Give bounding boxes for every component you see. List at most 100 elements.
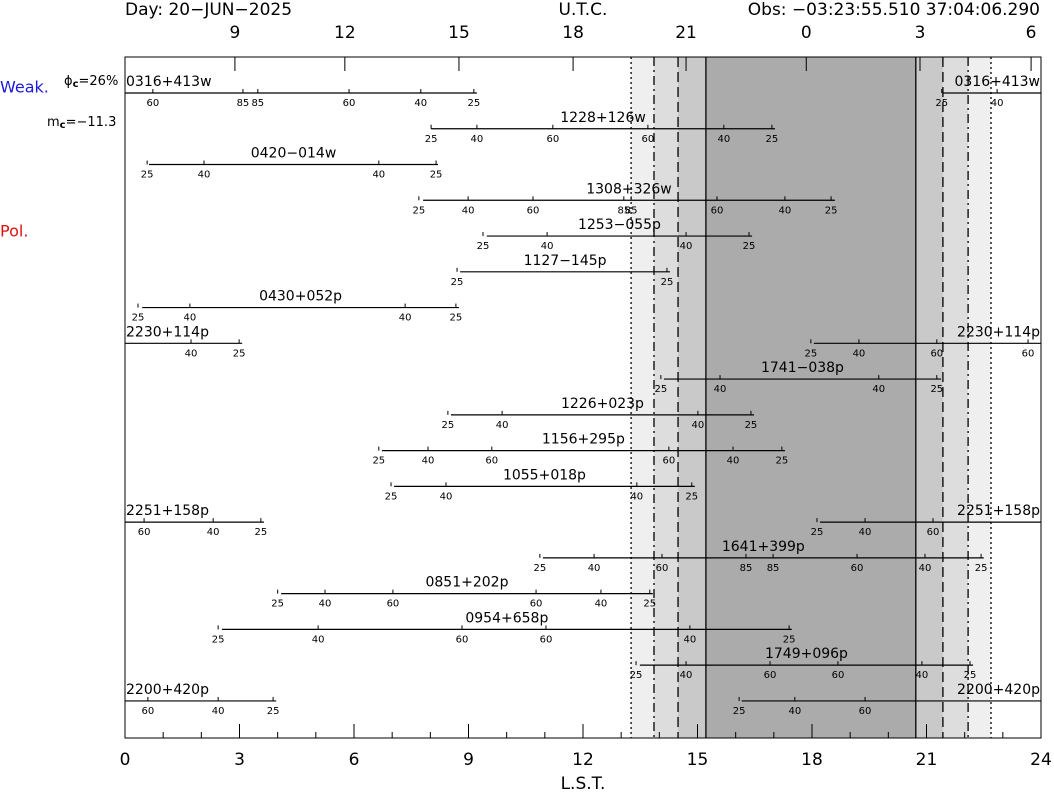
elevation-label: 40 xyxy=(919,563,932,574)
elevation-label: 25 xyxy=(930,384,943,395)
elevation-label: 25 xyxy=(643,599,656,610)
elevation-label: 25 xyxy=(766,134,779,145)
elevation-label: 85 xyxy=(625,205,638,216)
elevation-label: 25 xyxy=(267,706,280,717)
source-name: 1741−038p xyxy=(761,360,844,376)
x-tick-label: 15 xyxy=(687,750,709,770)
source-name: 0851+202p xyxy=(425,575,508,591)
elevation-label: 25 xyxy=(132,313,145,324)
utc-label: U.T.C. xyxy=(559,0,608,20)
day-label: Day: 20−JUN−2025 xyxy=(125,0,292,20)
x2-tick-label: 6 xyxy=(1026,23,1037,43)
elevation-label: 60 xyxy=(764,670,777,681)
x-tick-label: 0 xyxy=(120,750,131,770)
elevation-label: 40 xyxy=(399,313,412,324)
elevation-label: 60 xyxy=(663,456,676,467)
source-name: 1226+023p xyxy=(561,396,644,412)
elevation-label: 40 xyxy=(588,563,601,574)
source-name: 1055+018p xyxy=(503,467,586,483)
elevation-label: 60 xyxy=(832,670,845,681)
source-name: 0430+052p xyxy=(259,289,342,305)
axes: 0 3 6 9 12 15 18 21 24 9 12 15 18 21 0 3 6 xyxy=(120,23,1052,770)
elevation-label: 25 xyxy=(271,599,284,610)
source-name: 1641+399p xyxy=(722,539,805,555)
elevation-label: 25 xyxy=(141,170,154,181)
elevation-label: 40 xyxy=(185,348,198,359)
elevation-label: 60 xyxy=(927,527,940,538)
elevation-label: 40 xyxy=(541,241,554,252)
weak-label: Weak. xyxy=(0,78,49,97)
elevation-label: 85 xyxy=(740,563,753,574)
x-tick-label: 6 xyxy=(349,750,360,770)
elevation-label: 40 xyxy=(198,170,211,181)
x-tick-label: 9 xyxy=(463,750,474,770)
elevation-label: 40 xyxy=(859,527,872,538)
x-tick-label: 3 xyxy=(234,750,245,770)
elevation-label: 40 xyxy=(788,706,801,717)
phase-sub: c xyxy=(73,79,79,90)
elevation-label: 60 xyxy=(1022,348,1035,359)
elevation-label: 40 xyxy=(471,134,484,145)
elevation-label: 25 xyxy=(661,277,674,288)
elevation-label: 60 xyxy=(711,205,724,216)
source-name: 2200+420p xyxy=(126,682,209,698)
elevation-label: 60 xyxy=(851,563,864,574)
elevation-label: 60 xyxy=(656,563,669,574)
source-name: 0420−014w xyxy=(251,146,337,162)
elevation-label: 25 xyxy=(733,706,746,717)
source-name: 0316+413w xyxy=(126,74,212,90)
elevation-label: 40 xyxy=(872,384,885,395)
elevation-label: 85 xyxy=(767,563,780,574)
elevation-label: 85 xyxy=(237,98,250,109)
source-name: 2230+114p xyxy=(957,324,1040,340)
elevation-label: 25 xyxy=(212,634,225,645)
x-tick-label: 24 xyxy=(1030,750,1052,770)
elevation-label: 60 xyxy=(540,634,553,645)
elevation-label: 40 xyxy=(372,170,385,181)
source-name: 0954+658p xyxy=(465,610,548,626)
elevation-label: 25 xyxy=(935,98,948,109)
elevation-label: 40 xyxy=(717,134,730,145)
elevation-label: 40 xyxy=(184,313,197,324)
elevation-label: 60 xyxy=(387,599,400,610)
elevation-label: 60 xyxy=(642,134,655,145)
elevation-label: 40 xyxy=(727,456,740,467)
elevation-label: 60 xyxy=(859,706,872,717)
moon-mag: mc=−11.3 xyxy=(47,115,116,132)
elevation-label: 60 xyxy=(527,205,540,216)
elevation-label: 25 xyxy=(964,670,977,681)
elevation-label: 40 xyxy=(422,456,435,467)
phase-symbol: ϕ xyxy=(64,74,73,89)
elevation-label: 25 xyxy=(385,491,398,502)
elevation-label: 85 xyxy=(251,98,264,109)
source-name: 1308+326w xyxy=(586,181,672,197)
elevation-label: 60 xyxy=(146,98,159,109)
x2-tick-label: 15 xyxy=(448,23,470,43)
elevation-label: 25 xyxy=(975,563,988,574)
x-tick-label: 21 xyxy=(916,750,938,770)
elevation-label: 25 xyxy=(745,420,758,431)
x2-tick-label: 18 xyxy=(562,23,584,43)
bands xyxy=(630,57,992,738)
elevation-label: 25 xyxy=(451,277,464,288)
elevation-label: 40 xyxy=(212,706,225,717)
mag-value: =−11.3 xyxy=(66,115,117,130)
elevation-label: 25 xyxy=(811,527,824,538)
elevation-label: 25 xyxy=(425,134,438,145)
source-name: 1156+295p xyxy=(542,432,625,448)
obs-label: Obs: −03:23:55.510 37:04:06.290 xyxy=(748,0,1040,20)
elevation-label: 40 xyxy=(680,241,693,252)
elevation-label: 40 xyxy=(714,384,727,395)
elevation-label: 25 xyxy=(413,205,426,216)
elevation-label: 25 xyxy=(467,98,480,109)
source-name: 0316+413w xyxy=(954,74,1040,90)
source-name: 2251+158p xyxy=(957,503,1040,519)
elevation-label: 40 xyxy=(630,491,643,502)
source-name: 2251+158p xyxy=(126,503,209,519)
elevation-label: 40 xyxy=(207,527,220,538)
elevation-label: 40 xyxy=(312,634,325,645)
elevation-label: 25 xyxy=(534,563,547,574)
x2-tick-label: 3 xyxy=(915,23,926,43)
elevation-label: 60 xyxy=(546,134,559,145)
